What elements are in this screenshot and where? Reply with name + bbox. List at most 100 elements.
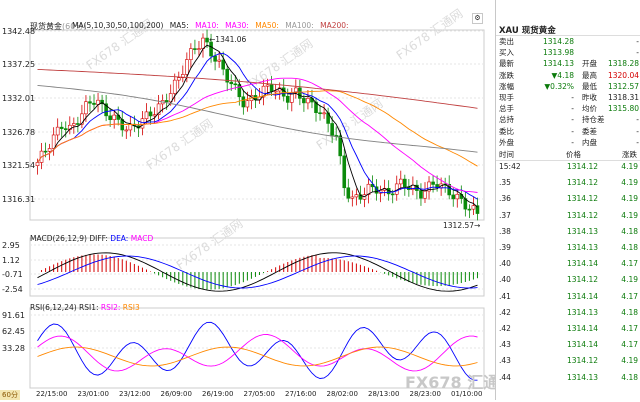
period-select-button[interactable]: 60分 — [0, 390, 20, 400]
quote-label2: 内盘 — [582, 137, 597, 147]
candle-body — [431, 181, 435, 185]
tick-price: 1314.13 — [566, 307, 598, 317]
quote-row: 委比 - 委差 - — [496, 127, 640, 137]
quote-row: 涨幅 ▼0.32% 最低 1312.57 — [496, 82, 640, 92]
quote-value2: - — [636, 126, 639, 136]
watermark: FX678 汇通网 — [394, 6, 466, 62]
macd-tick: 2.95 — [2, 241, 20, 250]
tick-price: 1314.14 — [566, 324, 598, 333]
candle-body — [156, 103, 161, 115]
time-tick: 22/15:00 — [36, 390, 68, 398]
chart-area[interactable]: FX678 汇通网 FX678 汇通网 FX678 汇通网 FX678 汇通网 FX67… — [0, 0, 515, 400]
candle-body — [447, 184, 452, 196]
time-tick: 27/05:00 — [243, 390, 275, 398]
candle-body — [112, 114, 116, 120]
candle-body — [294, 87, 298, 94]
tick-change: 4.19 — [621, 275, 638, 285]
tick-time: .35 — [499, 178, 511, 188]
quote-value2: - — [636, 37, 639, 46]
candle-body — [168, 93, 173, 103]
candle-body — [398, 178, 403, 185]
price-tick: 1342.48 — [2, 27, 36, 36]
candle-body — [189, 48, 193, 60]
rsi3-line — [37, 346, 478, 367]
quote-label: 最新 — [499, 59, 514, 69]
tick-time: .41 — [499, 291, 511, 301]
tick-price: 1314.12 — [566, 178, 598, 188]
candle-body — [104, 103, 108, 117]
candle-body — [330, 123, 334, 136]
candle-body — [471, 205, 476, 210]
candle-body — [269, 84, 274, 92]
rsi2-line — [37, 334, 478, 372]
ticks-header-price: 价格 — [566, 150, 581, 159]
tick-change: 4.19 — [621, 210, 638, 220]
tick-change: 4.18 — [621, 243, 638, 252]
tick-time: .44 — [499, 372, 511, 382]
candle-body — [342, 155, 347, 189]
tick-time: .43 — [499, 340, 511, 350]
tick-time: .40 — [499, 259, 511, 269]
tick-price: 1314.13 — [566, 243, 598, 252]
tick-change: 4.19 — [621, 356, 638, 366]
time-tick: 28/13:00 — [368, 390, 400, 398]
quote-label: 涨跌 — [499, 70, 514, 80]
quote-label: 现手 — [499, 93, 514, 102]
candle-body — [47, 148, 52, 152]
candle-body — [100, 99, 104, 105]
tick-change: 4.19 — [621, 178, 638, 188]
quote-row: 卖出 1314.28 - — [496, 37, 640, 47]
quote-label: 涨幅 — [499, 81, 514, 91]
rsi-legend: RSI(6,12,24) RSI1: RSI2: RSI3 — [30, 303, 140, 312]
candle-body — [306, 97, 310, 104]
quote-row: 现手 - 昨收 1318.31 — [496, 93, 640, 103]
candle-body — [124, 129, 129, 132]
quote-row: 总手 - 均价 1315.80 — [496, 104, 640, 114]
candle-body — [366, 183, 371, 195]
quote-label: 外盘 — [499, 137, 514, 147]
tick-row: .37 1314.12 4.19 — [496, 210, 640, 222]
quote-value: 1314.28 — [542, 37, 574, 46]
quote-value: ▼0.32% — [544, 81, 574, 91]
quote-value2: 1312.57 — [607, 81, 639, 91]
price-tick: 1326.78 — [2, 128, 36, 137]
tick-change: 4.17 — [621, 291, 638, 301]
tick-price: 1314.13 — [566, 226, 598, 236]
watermark: FX678 汇通网 — [144, 116, 216, 172]
candle-body — [172, 79, 177, 94]
price-tick: 1316.31 — [2, 195, 36, 204]
candle-body — [350, 196, 355, 199]
tick-price: 1314.14 — [566, 291, 598, 301]
candle-body — [185, 59, 189, 75]
candle-body — [318, 112, 322, 115]
settings-icon[interactable]: ⚙ — [472, 13, 483, 24]
tick-row: .43 1314.12 4.19 — [496, 355, 640, 367]
candle-body — [281, 87, 286, 97]
ma-legend: MA(5,10,30,50,100,200) MA5: MA10: MA30: … — [72, 21, 349, 30]
quote-label2: 最低 — [582, 81, 597, 91]
quote-value2: - — [636, 115, 639, 125]
fx678-logo: FX678 汇通网 — [405, 373, 495, 392]
candle-body — [455, 193, 460, 200]
ma10-line — [37, 52, 478, 200]
candle-body — [84, 101, 88, 115]
tick-price: 1314.14 — [566, 259, 598, 269]
candle-body — [354, 194, 359, 198]
macd-tick: -2.54 — [2, 285, 23, 294]
quote-value2: - — [636, 137, 639, 147]
quote-label2: 均价 — [582, 104, 597, 114]
candle-body — [475, 205, 480, 214]
quote-row: 外盘 - 内盘 - — [496, 138, 640, 148]
tick-time: .38 — [499, 226, 511, 236]
candle-body — [128, 123, 133, 131]
quote-value: - — [571, 126, 574, 136]
time-tick: 01/10:00 — [451, 390, 483, 398]
quote-label: 总持 — [499, 115, 514, 125]
candle-body — [285, 95, 290, 103]
tick-price: 1314.12 — [566, 162, 598, 171]
quote-value2: 1318.31 — [607, 93, 639, 102]
tick-change: 4.18 — [621, 226, 638, 236]
price-tick: 1337.25 — [2, 60, 36, 69]
rsi-tick: 62.45 — [2, 327, 25, 336]
